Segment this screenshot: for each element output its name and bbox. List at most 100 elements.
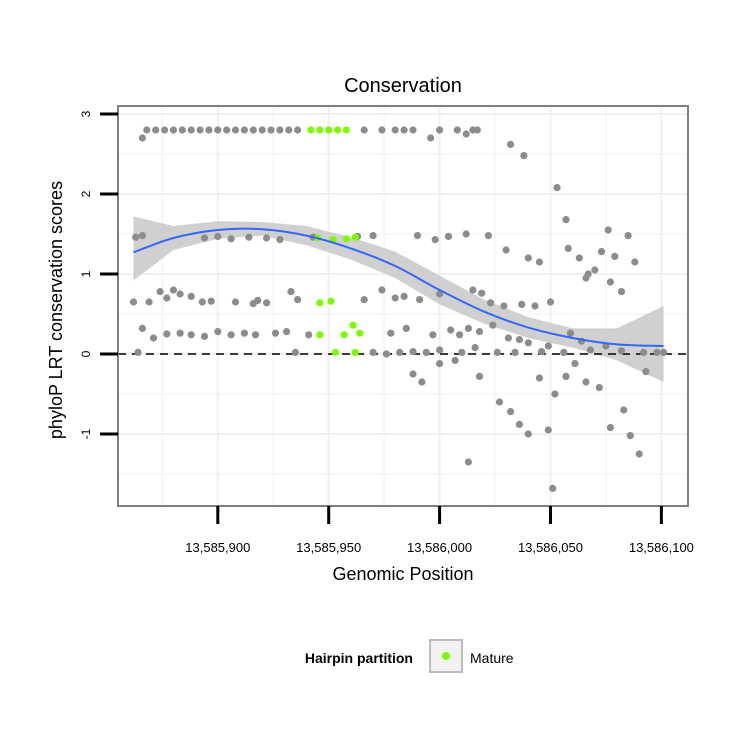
point-other bbox=[575, 254, 583, 262]
point-other bbox=[227, 235, 235, 243]
point-other bbox=[544, 426, 552, 434]
point-other bbox=[489, 321, 497, 329]
point-other bbox=[436, 290, 444, 298]
point-other bbox=[187, 292, 195, 300]
point-other bbox=[378, 286, 386, 294]
point-mature bbox=[351, 233, 359, 241]
point-other bbox=[422, 348, 430, 356]
panel-background bbox=[118, 106, 688, 506]
point-other bbox=[169, 286, 177, 294]
x-axis-title: Genomic Position bbox=[332, 564, 473, 584]
x-tick-label: 13,585,950 bbox=[296, 540, 361, 555]
point-other bbox=[134, 348, 142, 356]
point-other bbox=[231, 126, 240, 134]
y-tick-label: -1 bbox=[79, 428, 93, 439]
point-other bbox=[502, 246, 510, 254]
point-other bbox=[640, 348, 648, 356]
point-other bbox=[413, 232, 421, 240]
point-other bbox=[635, 450, 643, 458]
point-other bbox=[624, 232, 632, 240]
legend-title: Hairpin partition bbox=[305, 650, 413, 666]
point-other bbox=[571, 360, 579, 368]
point-other bbox=[524, 430, 532, 438]
point-other bbox=[294, 296, 302, 304]
point-other bbox=[285, 126, 293, 134]
point-other bbox=[591, 266, 599, 274]
point-other bbox=[145, 298, 153, 306]
point-other bbox=[387, 329, 395, 337]
point-other bbox=[378, 126, 386, 134]
point-other bbox=[287, 288, 295, 296]
point-other bbox=[511, 348, 519, 356]
point-other bbox=[475, 372, 484, 380]
point-other bbox=[169, 126, 177, 134]
point-other bbox=[132, 233, 140, 241]
point-other bbox=[606, 278, 615, 286]
point-other bbox=[582, 274, 590, 282]
point-other bbox=[631, 258, 639, 266]
point-other bbox=[535, 374, 544, 382]
point-other bbox=[553, 184, 561, 192]
point-other bbox=[626, 432, 634, 440]
point-other bbox=[524, 254, 532, 262]
point-other bbox=[149, 334, 158, 342]
point-other bbox=[382, 350, 390, 358]
x-axis: 13,585,900 13,585,950 13,586,000 13,586,050… bbox=[185, 506, 694, 555]
point-other bbox=[291, 348, 299, 356]
point-other bbox=[271, 329, 280, 337]
point-other bbox=[283, 328, 291, 336]
point-other bbox=[464, 324, 472, 332]
point-mature bbox=[307, 126, 315, 134]
legend: Hairpin partition Mature bbox=[305, 639, 514, 673]
point-other bbox=[507, 408, 515, 416]
point-other bbox=[396, 348, 404, 356]
point-other bbox=[176, 290, 184, 298]
x-tick-label: 13,585,900 bbox=[185, 540, 250, 555]
point-other bbox=[606, 424, 615, 432]
x-tick-label: 13,586,050 bbox=[518, 540, 583, 555]
y-tick-label: 0 bbox=[79, 350, 93, 357]
point-mature bbox=[342, 126, 350, 134]
point-mature bbox=[316, 126, 324, 134]
point-other bbox=[231, 298, 240, 306]
point-other bbox=[161, 126, 169, 134]
point-other bbox=[586, 346, 595, 354]
point-other bbox=[409, 126, 417, 134]
point-other bbox=[360, 126, 368, 134]
point-other bbox=[487, 299, 495, 307]
legend-key-mature-dot bbox=[442, 652, 450, 660]
point-other bbox=[409, 370, 417, 378]
point-mature bbox=[349, 321, 357, 329]
point-other bbox=[475, 328, 484, 336]
smooth-trend-line bbox=[133, 227, 664, 347]
y-tick-label: 2 bbox=[79, 190, 93, 197]
x-tick-label: 13,586,000 bbox=[407, 540, 472, 555]
point-other bbox=[617, 347, 626, 355]
point-other bbox=[653, 348, 661, 356]
point-other bbox=[549, 484, 557, 492]
point-other bbox=[200, 332, 209, 340]
point-other bbox=[560, 348, 568, 356]
point-other bbox=[604, 226, 612, 234]
point-other bbox=[129, 298, 138, 306]
point-other bbox=[427, 134, 435, 142]
point-other bbox=[484, 232, 492, 240]
point-other bbox=[245, 233, 253, 241]
point-other bbox=[240, 329, 248, 337]
data-points bbox=[129, 126, 668, 492]
point-other bbox=[369, 232, 377, 240]
y-tick-label: 3 bbox=[79, 110, 93, 117]
point-other bbox=[207, 297, 215, 305]
point-other bbox=[263, 234, 271, 242]
point-other bbox=[562, 216, 570, 224]
point-other bbox=[611, 252, 619, 260]
point-other bbox=[138, 134, 146, 142]
point-other bbox=[538, 348, 546, 356]
point-other bbox=[660, 348, 668, 356]
point-other bbox=[249, 126, 257, 134]
point-other bbox=[276, 126, 284, 134]
point-other bbox=[254, 296, 262, 304]
plot-panel bbox=[117, 105, 689, 507]
y-axis: -1 0 1 2 3 bbox=[79, 110, 118, 439]
